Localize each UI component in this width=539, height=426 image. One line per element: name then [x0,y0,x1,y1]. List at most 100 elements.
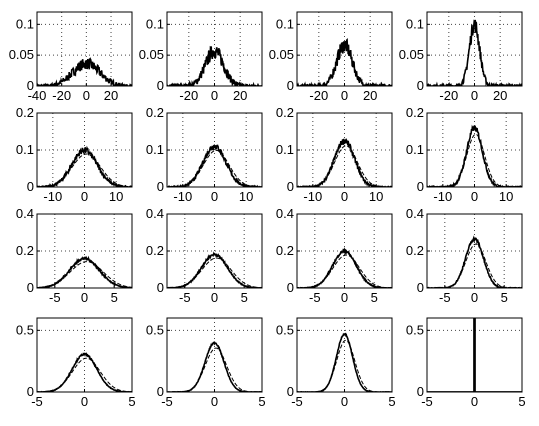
series-histogram [297,37,392,86]
subplot-r1-c1: -10 0 10 0 0.1 0.2 [146,105,263,204]
x-tick-label: -5 [421,394,433,409]
y-tick-label: 0.1 [16,16,34,31]
x-tick-label: -10 [433,189,452,204]
x-tick-label: 5 [241,290,248,305]
y-tick-label: 0 [417,179,424,194]
y-tick-label: 0.2 [406,243,424,258]
subplot-r0-c1: -20 0 20 0 0.05 0.1 [139,11,263,103]
y-tick-label: 0.1 [276,142,294,157]
subplot-r3-c2: -5 0 500.5 [276,317,396,409]
y-tick-label: 0.1 [16,142,34,157]
x-tick-label: 5 [388,394,395,409]
x-tick-label: -5 [31,394,43,409]
x-tick-label: 0 [471,88,478,103]
subplot-r0-c3: -20 0 20 0 0.05 0.1 [399,11,523,103]
y-tick-label: 0 [417,280,424,295]
subplot-r0-c2: -20 0 20 0 0.05 0.1 [269,11,393,103]
x-tick-label: 10 [239,189,253,204]
x-tick-label: 0 [341,394,348,409]
x-tick-label: 5 [371,290,378,305]
subplot-r2-c1: -5 0 5 0 0.2 0.4 [146,206,263,305]
subplot-r0-c0: -40 -20 0 20 0 0.05 0.1 [9,11,133,103]
y-tick-label: 0.2 [146,105,164,120]
x-tick-label: 5 [518,394,525,409]
subplot-r3-c3: -5 0 500.5 [406,317,526,409]
x-tick-label: 10 [369,189,383,204]
y-tick-label: 0.2 [16,105,34,120]
x-tick-label: -40 [28,88,47,103]
x-tick-label: -5 [291,394,303,409]
x-tick-label: 0 [81,189,88,204]
y-tick-label: 0.1 [406,142,424,157]
y-tick-label: 0.05 [139,47,164,62]
y-tick-label: 0.1 [276,16,294,31]
x-tick-label: -5 [439,290,451,305]
x-tick-label: -20 [52,88,71,103]
y-tick-label: 0.05 [269,47,294,62]
x-tick-label: -5 [161,394,173,409]
subplot-r2-c0: -5 0 5 0 0.2 0.4 [16,206,133,305]
y-tick-label: 0.5 [406,322,424,337]
y-tick-label: 0.05 [399,47,424,62]
y-tick-label: 0 [27,179,34,194]
series-histogram [167,45,262,86]
y-tick-label: 0 [157,384,164,399]
x-tick-label: -10 [173,189,192,204]
y-tick-label: 0.1 [146,16,164,31]
y-tick-label: 0 [287,179,294,194]
x-tick-label: -5 [179,290,191,305]
y-tick-label: 0.2 [276,105,294,120]
y-tick-label: 0 [417,384,424,399]
series-histogram [37,57,132,86]
y-tick-label: 0 [287,78,294,93]
series-reference-dashed [297,145,392,187]
x-tick-label: 0 [471,290,478,305]
y-tick-label: 0 [287,280,294,295]
y-tick-label: 0.5 [16,322,34,337]
y-tick-label: 0.2 [146,243,164,258]
y-tick-label: 0.1 [146,142,164,157]
subplot-r1-c2: -10 0 10 0 0.1 0.2 [276,105,393,204]
subplot-r1-c0: -10 0 10 0 0.1 0.2 [16,105,133,204]
x-tick-label: -5 [49,290,61,305]
x-tick-label: 0 [341,290,348,305]
x-tick-label: 0 [211,290,218,305]
x-tick-label: 0 [341,189,348,204]
x-tick-label: 0 [83,88,90,103]
x-tick-label: -5 [309,290,321,305]
y-tick-label: 0.4 [16,206,34,221]
x-tick-label: 0 [341,88,348,103]
x-tick-label: 20 [363,88,377,103]
x-tick-label: 0 [211,88,218,103]
y-tick-label: 0 [157,280,164,295]
y-tick-label: 0 [27,78,34,93]
x-tick-label: 10 [499,189,513,204]
y-tick-label: 0.4 [276,206,294,221]
y-tick-label: 0.2 [406,105,424,120]
x-tick-label: 0 [81,290,88,305]
y-tick-label: 0 [157,78,164,93]
series-reference-dashed [427,133,522,187]
x-tick-label: -20 [309,88,328,103]
x-tick-label: 5 [501,290,508,305]
series-histogram [37,352,132,392]
x-tick-label: 5 [258,394,265,409]
x-tick-label: -20 [179,88,198,103]
y-tick-label: 0.4 [146,206,164,221]
x-tick-label: 5 [128,394,135,409]
subplot-r2-c3: -5 0 5 0 0.2 0.4 [406,206,523,305]
series-reference-dashed [37,261,132,288]
series-histogram [167,251,262,288]
y-tick-label: 0 [27,384,34,399]
y-tick-label: 0.4 [406,206,424,221]
axes-frame [36,11,133,87]
x-tick-label: 5 [111,290,118,305]
y-tick-label: 0.2 [16,243,34,258]
y-tick-label: 0 [417,78,424,93]
x-tick-label: 20 [104,88,118,103]
x-tick-label: 20 [233,88,247,103]
x-tick-label: 0 [471,394,478,409]
x-tick-label: 0 [211,394,218,409]
y-tick-label: 0.05 [9,47,34,62]
